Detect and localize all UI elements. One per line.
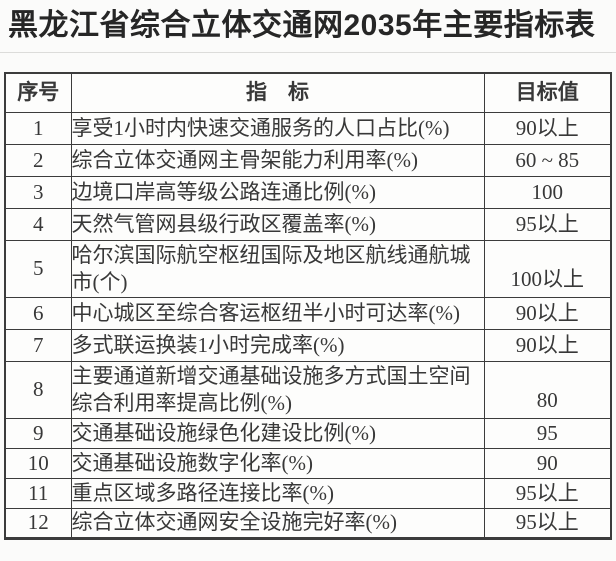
row-number-cell: 7 [4, 328, 72, 362]
document-page: 黑龙江省综合立体交通网2035年主要指标表 序号 指 标 目标值 1 享受1小时… [0, 8, 616, 561]
indicator-cell: 享受1小时内快速交通服务的人口占比(%) [70, 111, 485, 145]
target-value-cell: 100 [483, 175, 612, 209]
table-row: 8 主要通道新增交通基础设施多方式国土空间综合利用率提高比例(%) 80 [4, 360, 612, 419]
indicator-cell: 多式联运换装1小时完成率(%) [70, 328, 485, 362]
target-value-cell: 80 [483, 360, 612, 419]
indicator-cell: 中心城区至综合客运枢纽半小时可达率(%) [70, 296, 485, 330]
target-value-cell: 90以上 [483, 111, 612, 145]
target-value-cell: 60 ~ 85 [483, 143, 612, 177]
row-number-cell: 9 [4, 417, 72, 449]
target-value-cell: 100以上 [483, 239, 612, 298]
table-row: 10 交通基础设施数字化率(%) 90 [4, 447, 612, 479]
title-divider [0, 52, 616, 53]
indicator-cell: 综合立体交通网主骨架能力利用率(%) [70, 143, 485, 177]
target-value-cell: 95以上 [483, 207, 612, 241]
target-value-cell: 90 [483, 447, 612, 479]
target-value-cell: 90以上 [483, 296, 612, 330]
target-value-cell: 95以上 [483, 507, 612, 539]
row-number-cell: 11 [4, 477, 72, 509]
target-value-cell: 95以上 [483, 477, 612, 509]
table-row: 4 天然气管网县级行政区覆盖率(%) 95以上 [4, 207, 612, 241]
table-row: 6 中心城区至综合客运枢纽半小时可达率(%) 90以上 [4, 296, 612, 330]
header-target: 目标值 [483, 72, 612, 113]
table-row: 3 边境口岸高等级公路连通比例(%) 100 [4, 175, 612, 209]
indicators-table: 序号 指 标 目标值 1 享受1小时内快速交通服务的人口占比(%) 90以上 2… [4, 72, 612, 540]
target-value-cell: 90以上 [483, 328, 612, 362]
table-row: 7 多式联运换装1小时完成率(%) 90以上 [4, 328, 612, 362]
table-row: 9 交通基础设施绿色化建设比例(%) 95 [4, 417, 612, 449]
indicator-cell: 重点区域多路径连接比率(%) [70, 477, 485, 509]
page-title: 黑龙江省综合立体交通网2035年主要指标表 [8, 9, 596, 42]
row-number-cell: 6 [4, 296, 72, 330]
header-indicator: 指 标 [70, 72, 485, 113]
indicator-cell: 哈尔滨国际航空枢纽国际及地区航线通航城市(个) [70, 239, 485, 298]
indicator-cell: 边境口岸高等级公路连通比例(%) [70, 175, 485, 209]
table-row: 1 享受1小时内快速交通服务的人口占比(%) 90以上 [4, 111, 612, 145]
row-number-cell: 8 [4, 360, 72, 419]
row-number-cell: 12 [4, 507, 72, 539]
row-number-cell: 5 [4, 239, 72, 298]
header-row: 序号 指 标 目标值 [4, 72, 612, 113]
indicator-cell: 主要通道新增交通基础设施多方式国土空间综合利用率提高比例(%) [70, 360, 485, 419]
indicator-cell: 交通基础设施数字化率(%) [70, 447, 485, 479]
header-no: 序号 [4, 72, 72, 113]
row-number-cell: 3 [4, 175, 72, 209]
table-row: 11 重点区域多路径连接比率(%) 95以上 [4, 477, 612, 509]
table-row: 5 哈尔滨国际航空枢纽国际及地区航线通航城市(个) 100以上 [4, 239, 612, 298]
target-value-cell: 95 [483, 417, 612, 449]
table-row: 2 综合立体交通网主骨架能力利用率(%) 60 ~ 85 [4, 143, 612, 177]
table-row: 12 综合立体交通网安全设施完好率(%) 95以上 [4, 507, 612, 539]
row-number-cell: 2 [4, 143, 72, 177]
indicator-cell: 天然气管网县级行政区覆盖率(%) [70, 207, 485, 241]
indicator-cell: 交通基础设施绿色化建设比例(%) [70, 417, 485, 449]
row-number-cell: 1 [4, 111, 72, 145]
indicator-cell: 综合立体交通网安全设施完好率(%) [70, 507, 485, 539]
row-number-cell: 10 [4, 447, 72, 479]
row-number-cell: 4 [4, 207, 72, 241]
